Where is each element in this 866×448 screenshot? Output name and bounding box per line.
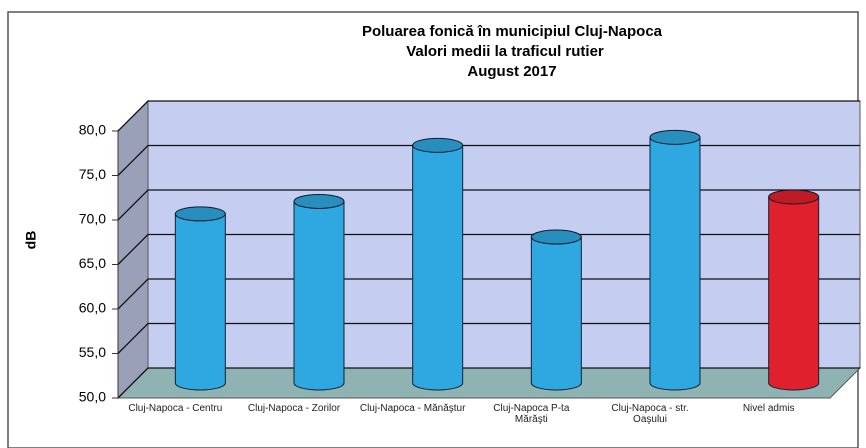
bar-part: [412, 144, 464, 391]
x-tick-label: Nivel admis: [742, 403, 795, 414]
bar: [768, 189, 820, 391]
bar-part: [530, 229, 582, 245]
bar-part: [530, 236, 582, 391]
bar-part: [649, 136, 701, 391]
bar: [530, 229, 582, 391]
x-tick-label: Cluj-Napoca - str. Oaşului: [611, 403, 689, 425]
grid-line: [117, 367, 860, 399]
y-tick-label: 75,0: [79, 166, 106, 182]
y-tick-label: 80,0: [79, 122, 106, 138]
bar-part: [174, 213, 226, 391]
chart-title: Valori medii la traficul rutier: [406, 43, 604, 60]
bar: [293, 193, 345, 391]
y-tick-label: 70,0: [79, 211, 106, 227]
chart-title: Poluarea fonică în municipiul Cluj-Napoc…: [362, 23, 663, 40]
bar-part: [768, 189, 820, 205]
grid-line: [117, 144, 860, 176]
bar-part: [768, 196, 820, 391]
bar: [649, 129, 701, 391]
y-tick-label: 65,0: [79, 255, 106, 271]
x-tick-label: Cluj-Napoca P-ta Mărăşti: [493, 403, 570, 425]
floor: [116, 367, 862, 399]
bar-part: [412, 137, 464, 153]
x-tick-label: Cluj-Napoca - Centru: [128, 403, 223, 414]
bar-part: [649, 129, 701, 145]
y-tick-label: 60,0: [79, 300, 106, 316]
x-tick-label: Cluj-Napoca - Zorilor: [247, 403, 341, 414]
grid-line: [117, 233, 860, 265]
bar-part: [293, 200, 345, 391]
y-tick-label: 50,0: [79, 389, 106, 405]
y-axis-label: dB: [23, 231, 39, 250]
grid-line: [117, 322, 860, 354]
bar-part: [293, 193, 345, 209]
bar: [174, 206, 226, 391]
x-tick-label: Cluj-Napoca - Mănăştur: [359, 403, 466, 414]
y-tick-label: 55,0: [79, 344, 106, 360]
bar: [412, 137, 464, 391]
grid-line: [117, 100, 860, 132]
grid-line: [117, 278, 860, 310]
chart-title: August 2017: [467, 63, 556, 80]
grid-line: [117, 189, 860, 221]
bar-part: [174, 206, 226, 222]
